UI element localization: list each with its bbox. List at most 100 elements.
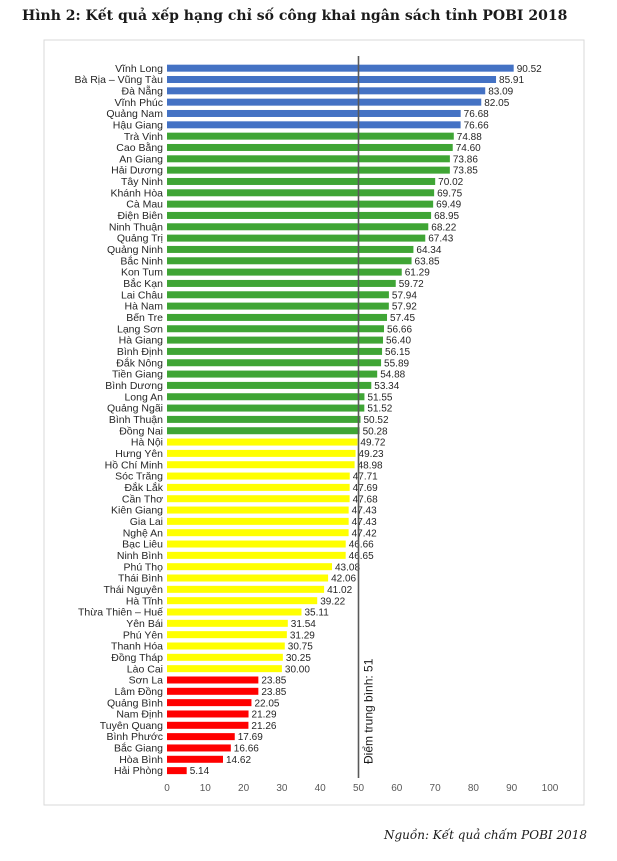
value-label: 17.69 bbox=[238, 732, 263, 743]
value-label: 22.05 bbox=[254, 698, 279, 709]
category-label: Đắk Lắk bbox=[124, 481, 163, 494]
category-label: Quảng Bình bbox=[107, 697, 163, 709]
x-tick-label: 60 bbox=[391, 783, 403, 794]
bar bbox=[167, 631, 287, 639]
category-label: Hà Nam bbox=[124, 301, 163, 313]
category-label: Hải Phòng bbox=[114, 765, 163, 777]
category-label: Thừa Thiên – Huế bbox=[78, 607, 163, 619]
category-label: Bà Rịa – Vũng Tàu bbox=[74, 74, 163, 86]
bar bbox=[167, 189, 435, 197]
category-label: Ninh Thuận bbox=[109, 221, 163, 233]
category-label: Bình Dương bbox=[105, 380, 163, 392]
value-label: 59.72 bbox=[399, 279, 424, 290]
value-label: 51.55 bbox=[367, 392, 392, 403]
source-note: Nguồn: Kết quả chấm POBI 2018 bbox=[383, 828, 587, 842]
bar bbox=[167, 291, 389, 299]
bar bbox=[167, 619, 288, 627]
bar bbox=[167, 302, 389, 310]
value-label: 51.52 bbox=[367, 404, 392, 415]
value-label: 73.86 bbox=[453, 154, 478, 165]
value-label: 56.15 bbox=[385, 347, 410, 358]
bar bbox=[167, 653, 283, 661]
category-label: Vĩnh Long bbox=[115, 63, 163, 75]
value-label: 57.92 bbox=[392, 302, 417, 313]
bar bbox=[167, 427, 360, 435]
category-label: Tây Ninh bbox=[121, 176, 163, 188]
value-label: 76.66 bbox=[464, 120, 489, 131]
value-label: 30.25 bbox=[286, 653, 311, 664]
value-label: 23.85 bbox=[261, 676, 286, 687]
value-label: 74.60 bbox=[456, 143, 481, 154]
value-label: 47.69 bbox=[353, 483, 378, 494]
category-label: Lạng Sơn bbox=[117, 323, 163, 335]
bar bbox=[167, 166, 450, 174]
value-label: 47.43 bbox=[352, 506, 377, 517]
value-label: 53.34 bbox=[374, 381, 399, 392]
value-label: 61.29 bbox=[405, 268, 430, 279]
bar bbox=[167, 121, 461, 129]
value-label: 68.95 bbox=[434, 211, 459, 222]
value-label: 23.85 bbox=[261, 687, 286, 698]
x-tick-label: 40 bbox=[315, 783, 327, 794]
bar bbox=[167, 744, 231, 752]
bar bbox=[167, 234, 426, 242]
value-label: 55.89 bbox=[384, 358, 409, 369]
value-label: 14.62 bbox=[226, 755, 251, 766]
bar bbox=[167, 404, 365, 412]
value-label: 39.22 bbox=[320, 596, 345, 607]
value-label: 50.28 bbox=[363, 426, 388, 437]
category-label: Quảng Ngãi bbox=[107, 403, 163, 415]
category-label: Vĩnh Phúc bbox=[115, 97, 163, 109]
category-label: Hòa Bình bbox=[119, 754, 163, 766]
value-label: 30.75 bbox=[288, 642, 313, 653]
category-label: Yên Bái bbox=[126, 618, 163, 630]
category-label: Bắc Giang bbox=[114, 742, 163, 755]
bar bbox=[167, 438, 358, 446]
bar bbox=[167, 608, 302, 616]
bar bbox=[167, 721, 249, 729]
value-label: 43.08 bbox=[335, 562, 360, 573]
value-label: 47.42 bbox=[352, 528, 377, 539]
value-label: 46.66 bbox=[349, 540, 374, 551]
category-label: Bình Thuận bbox=[109, 414, 163, 426]
value-label: 70.02 bbox=[438, 177, 463, 188]
bar bbox=[167, 574, 329, 582]
category-label: Cần Thơ bbox=[122, 493, 163, 505]
category-label: Quảng Ninh bbox=[107, 244, 163, 256]
bar bbox=[167, 506, 349, 514]
bar bbox=[167, 257, 412, 265]
category-label: Phú Yên bbox=[123, 629, 163, 641]
x-tick-label: 20 bbox=[238, 783, 250, 794]
value-label: 63.85 bbox=[415, 256, 440, 267]
bar bbox=[167, 370, 378, 378]
bar bbox=[167, 449, 356, 457]
category-label: Khánh Hòa bbox=[110, 187, 163, 199]
bar bbox=[167, 76, 497, 83]
category-label: Cao Bằng bbox=[116, 141, 163, 154]
bar bbox=[167, 109, 461, 117]
value-label: 64.34 bbox=[416, 245, 441, 256]
category-label: Hậu Giang bbox=[113, 119, 163, 131]
bar bbox=[167, 755, 223, 763]
x-tick-label: 50 bbox=[353, 783, 365, 794]
value-label: 85.91 bbox=[499, 75, 524, 86]
category-label: Thái Bình bbox=[118, 573, 163, 585]
category-label: Kiên Giang bbox=[111, 505, 163, 517]
value-label: 46.65 bbox=[349, 551, 374, 562]
bar bbox=[167, 563, 332, 571]
category-label: Lâm Đồng bbox=[115, 686, 164, 698]
value-label: 73.85 bbox=[453, 166, 478, 177]
x-tick-label: 90 bbox=[506, 783, 518, 794]
value-label: 68.22 bbox=[431, 222, 456, 233]
category-label: Nghệ An bbox=[123, 527, 163, 539]
bar bbox=[167, 279, 396, 287]
bar bbox=[167, 676, 259, 684]
value-label: 5.14 bbox=[190, 766, 210, 777]
value-label: 50.52 bbox=[363, 415, 388, 426]
bar bbox=[167, 529, 349, 537]
category-label: Đồng Nai bbox=[119, 425, 163, 437]
category-label: Sóc Trăng bbox=[115, 471, 163, 483]
value-label: 54.88 bbox=[380, 370, 405, 381]
bar bbox=[167, 699, 252, 707]
